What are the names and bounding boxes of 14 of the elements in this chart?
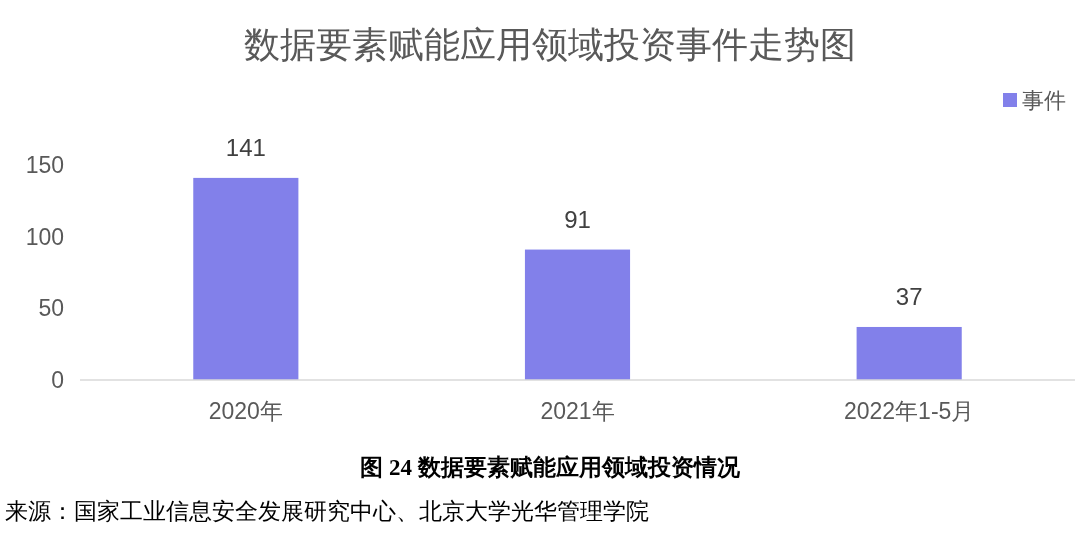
y-tick-label: 50 bbox=[38, 295, 64, 322]
x-tick-label: 2021年 bbox=[540, 398, 615, 424]
y-tick-label: 150 bbox=[25, 152, 64, 178]
y-tick-label: 0 bbox=[51, 367, 64, 393]
annotation: 来源：国家工业信息安全发展研究中心、北京大学光华管理学院 bbox=[5, 498, 649, 524]
annotation: 图 24 数据要素赋能应用领域投资情况 bbox=[360, 454, 740, 480]
y-tick-label: 100 bbox=[25, 223, 64, 250]
data-label: 141 bbox=[225, 134, 266, 162]
data-label: 37 bbox=[895, 283, 923, 311]
x-tick-label: 2020年 bbox=[208, 398, 283, 424]
x-tick-label: 2022年1-5月 bbox=[843, 398, 975, 424]
data-label: 91 bbox=[564, 206, 591, 234]
legend-label: 事件 bbox=[1022, 87, 1066, 113]
title: 数据要素赋能应用领域投资事件走势图 bbox=[244, 24, 856, 65]
